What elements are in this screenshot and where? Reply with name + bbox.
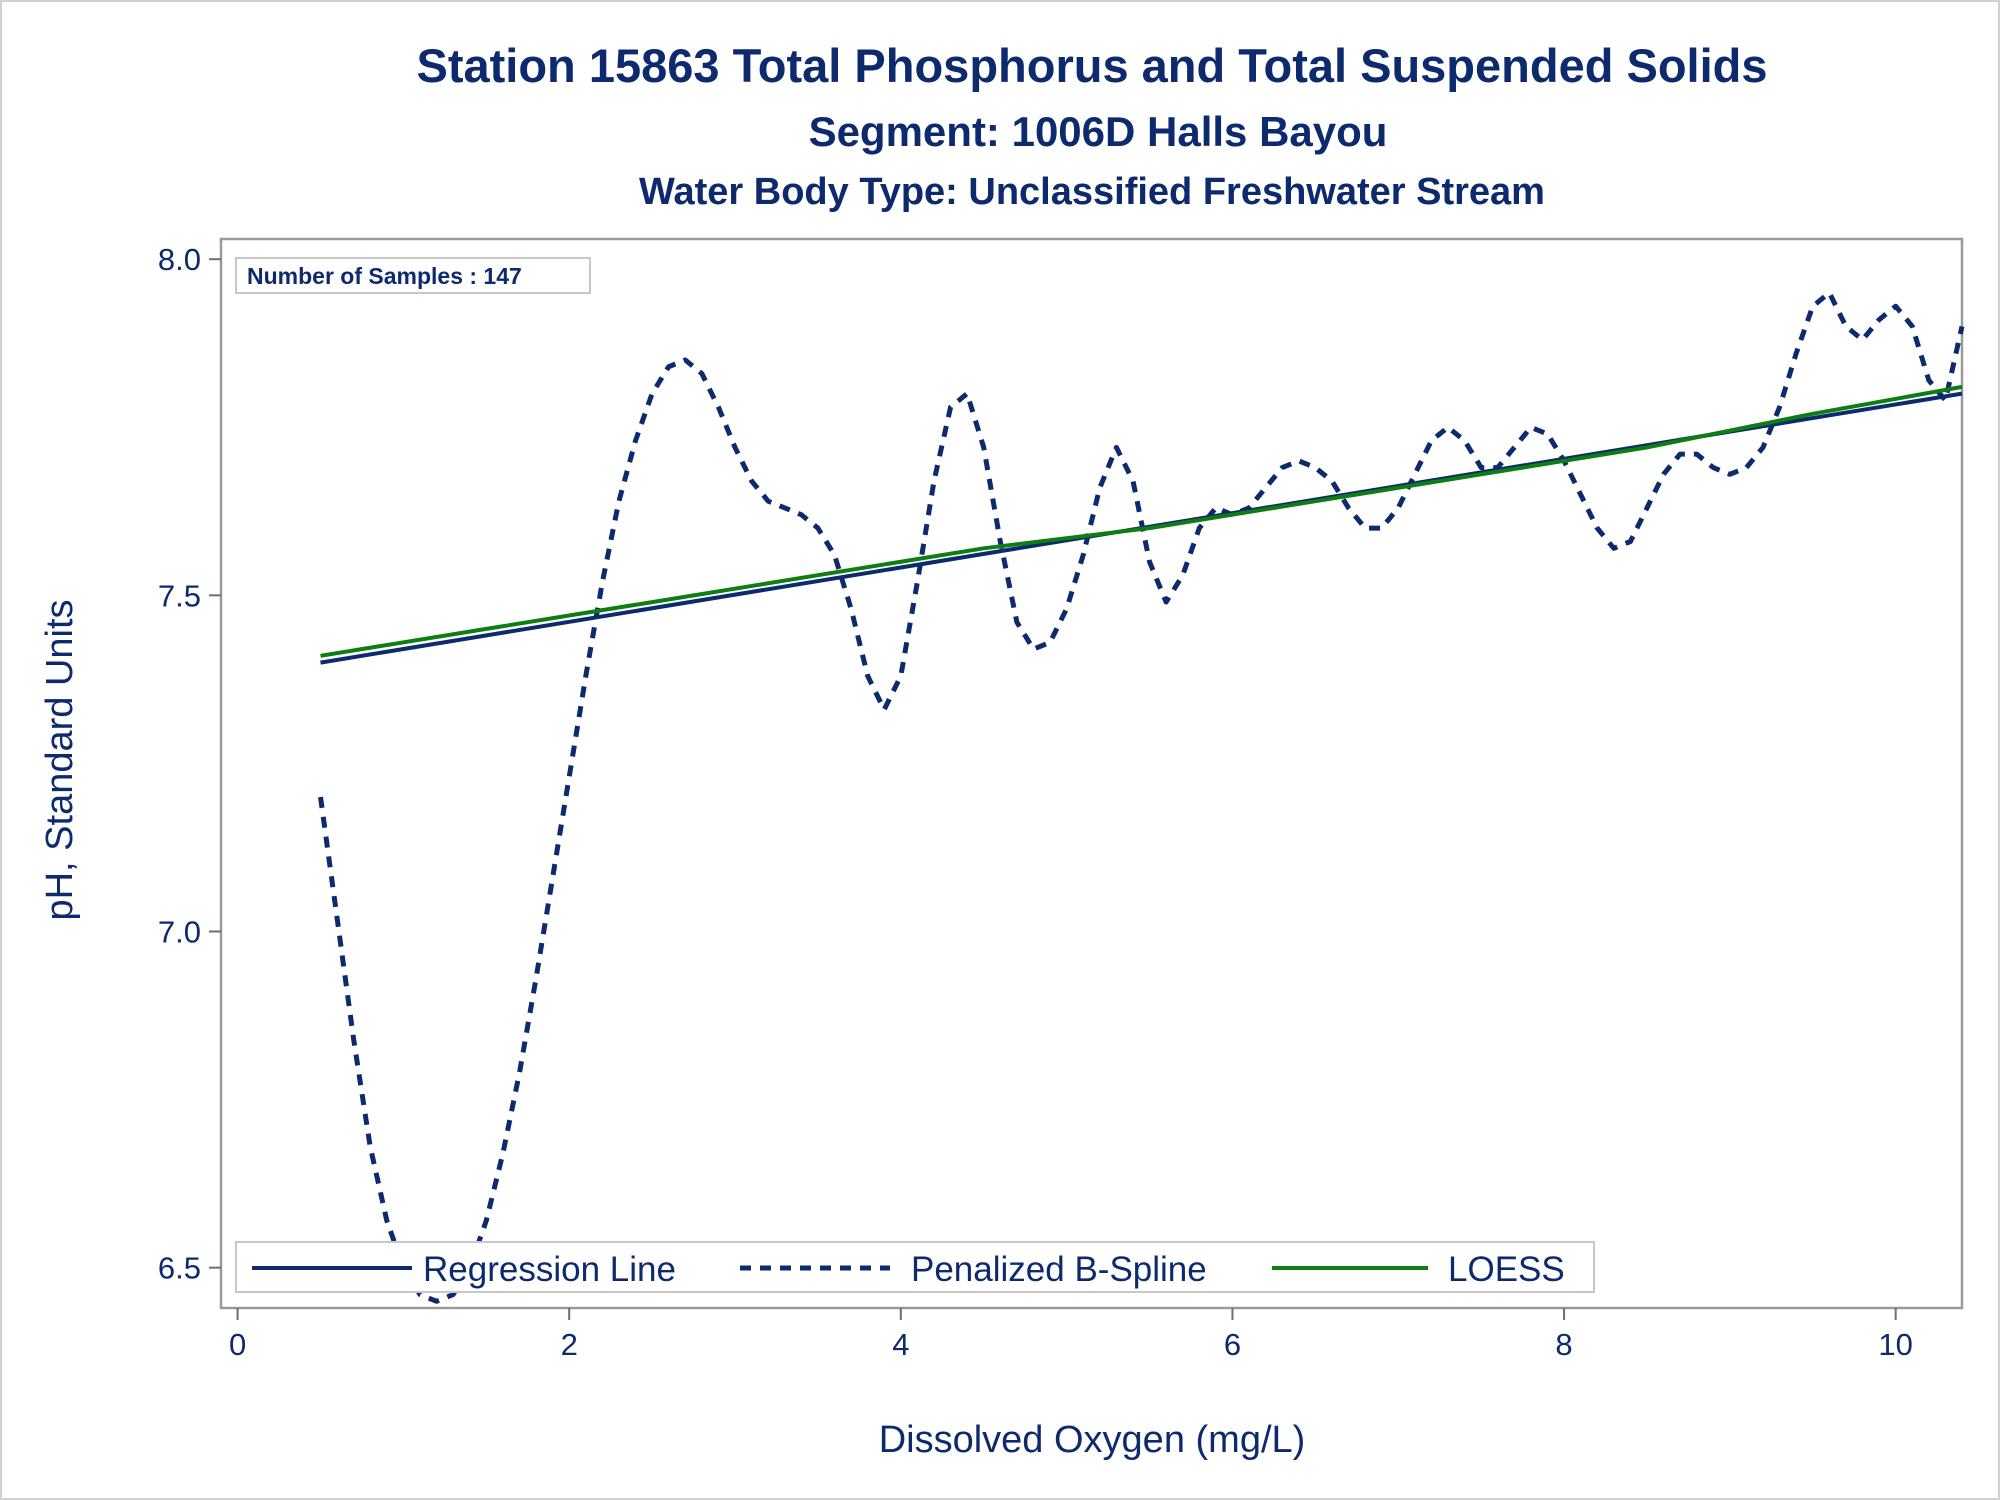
x-tick-label: 4 — [892, 1327, 909, 1362]
series-line-loess — [320, 384, 1963, 658]
x-tick-label: 10 — [1878, 1327, 1912, 1362]
legend-label: Penalized B-Spline — [911, 1250, 1207, 1289]
series-line-penalized-b-spline — [318, 290, 1965, 1304]
sample-count-label: Number of Samples : 147 — [247, 263, 522, 289]
sample-count-box: Number of Samples : 147 — [235, 257, 591, 294]
x-tick-label: 8 — [1555, 1327, 1572, 1362]
y-tick-label: 7.5 — [158, 578, 201, 613]
chart-subtitle-2: Water Body Type: Unclassified Freshwater… — [639, 171, 1545, 213]
x-tick-label: 2 — [561, 1327, 578, 1362]
chart-title: Station 15863 Total Phosphorus and Total… — [417, 39, 1768, 92]
x-tick-label: 6 — [1224, 1327, 1241, 1362]
plot-area — [219, 237, 1964, 1310]
x-axis-label: Dissolved Oxygen (mg/L) — [879, 1419, 1306, 1461]
y-tick-label: 7.0 — [158, 914, 201, 949]
legend: Regression Line Penalized B-Spline LOESS — [235, 1241, 1595, 1293]
legend-label: Regression Line — [423, 1250, 676, 1289]
x-tick-label: 0 — [229, 1327, 246, 1362]
x-axis: 0 2 4 6 8 10 — [229, 1308, 1913, 1362]
y-tick-label: 8.0 — [158, 242, 201, 277]
y-tick-label: 6.5 — [158, 1251, 201, 1286]
y-axis: 6.5 7.0 7.5 8.0 — [158, 242, 221, 1286]
y-axis-label: pH, Standard Units — [39, 599, 81, 920]
legend-label: LOESS — [1448, 1250, 1565, 1289]
series-layer — [318, 290, 1965, 1304]
chart-subtitle: Segment: 1006D Halls Bayou — [809, 108, 1388, 155]
